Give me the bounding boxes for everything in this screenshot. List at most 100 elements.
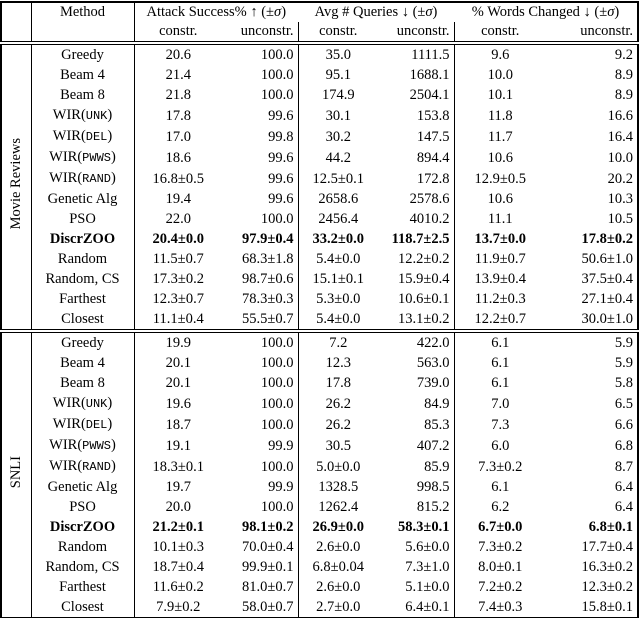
value-cell: 5.4±0.0	[316, 251, 361, 267]
group-header-words-changed: % Words Changed ↓ (±σ)	[454, 2, 638, 22]
value-cell: 97.9±0.4	[222, 229, 299, 249]
value-cell: 153.8	[378, 105, 455, 126]
table-row: Random, CS 18.7±0.4 99.9±0.1 6.8±0.04 7.3±1.…	[1, 557, 638, 577]
value-cell: 33.2±0.0	[312, 231, 364, 247]
value-cell: 100.0	[222, 65, 299, 85]
value-cell: 739.0	[378, 373, 455, 393]
value-cell: 422.0	[378, 331, 455, 353]
value-cell: 10.5	[607, 211, 633, 227]
method-cell: Beam 8	[31, 373, 135, 393]
value-cell: 17.8±0.2	[581, 231, 633, 247]
value-cell: 58.0±0.7	[222, 597, 299, 618]
method-header-label: Method	[59, 4, 106, 20]
table-row: Beam 8 21.8 100.0 174.9 2504.1 10.1 8.9	[1, 85, 638, 105]
method-mono-arg: RAND	[82, 460, 111, 474]
table-row: Movie Reviews Greedy 20.6 100.0 35.0 1111.5 9.…	[1, 43, 638, 333]
method-mono-arg: DEL	[85, 418, 108, 432]
value-cell: 6.8±0.1	[588, 519, 633, 535]
value-cell: 68.3±1.8	[222, 249, 299, 269]
value-cell: 11.6±0.2	[152, 579, 204, 595]
value-cell: 20.1	[165, 375, 191, 391]
value-cell: 20.1	[165, 355, 191, 371]
table-row: Farthest 12.3±0.7 78.3±0.3 5.3±0.0 10.6±0.1 1…	[1, 289, 638, 309]
method-mono-arg: PWWS	[82, 439, 111, 453]
value-cell: 85.3	[378, 414, 455, 435]
value-cell: 37.5±0.4	[581, 271, 633, 287]
value-cell: 6.8±0.04	[312, 559, 364, 575]
value-cell: 894.4	[378, 147, 455, 168]
method-cell: Greedy	[31, 331, 135, 353]
method-cell: PSO	[31, 497, 135, 517]
value-cell: 17.0	[165, 128, 191, 145]
value-cell: 100.0	[222, 497, 299, 517]
value-cell: 100.0	[222, 456, 299, 477]
subheader-words-unconstr: unconstr.	[546, 22, 638, 45]
value-cell: 7.2	[329, 335, 348, 351]
value-cell: 2658.6	[318, 191, 359, 207]
value-cell: 99.9	[222, 435, 299, 456]
value-cell: 6.7±0.0	[478, 519, 523, 535]
subheader-attack-constr: constr.	[134, 22, 222, 45]
method-cell: Closest	[31, 597, 135, 618]
value-cell: 2.6±0.0	[316, 579, 361, 595]
method-cell: Farthest	[31, 289, 135, 309]
section-snli: SNLI Greedy 19.9 100.0 7.2 422.0 6.1 5.9 Beam 4 2…	[1, 331, 638, 618]
value-cell: 2.7±0.0	[316, 599, 361, 615]
value-cell: 20.4±0.0	[152, 231, 204, 247]
table-row: WIR(DEL) 18.7 100.0 26.2 85.3 7.3 6.6	[1, 414, 638, 435]
value-cell: 16.8±0.5	[152, 170, 204, 187]
value-cell: 12.3±0.2	[581, 579, 633, 595]
value-cell: 55.5±0.7	[222, 309, 299, 333]
value-cell: 16.4	[607, 128, 633, 145]
group-header-words-changed-label: % Words Changed ↓ (±σ)	[471, 4, 620, 20]
value-cell: 9.6	[491, 47, 510, 63]
method-cell: Random	[31, 249, 135, 269]
value-cell: 118.7±2.5	[378, 229, 455, 249]
value-cell: 10.0	[487, 67, 513, 83]
value-cell: 100.0	[222, 414, 299, 435]
value-cell: 100.0	[222, 85, 299, 105]
value-cell: 1262.4	[318, 499, 359, 515]
value-cell: 7.3±1.0	[378, 557, 455, 577]
value-cell: 19.7	[165, 479, 191, 495]
value-cell: 100.0	[222, 331, 299, 353]
value-cell: 17.8	[165, 107, 191, 124]
value-cell: 8.9	[614, 87, 633, 103]
value-cell: 84.9	[378, 393, 455, 414]
value-cell: 10.1	[487, 87, 513, 103]
value-cell: 407.2	[378, 435, 455, 456]
value-cell: 30.0±1.0	[546, 309, 638, 333]
value-cell: 11.7	[487, 128, 513, 145]
header-row-subcols: constr. unconstr. constr. unconstr. cons…	[1, 22, 638, 45]
table-header: Method Attack Success% ↑ (±σ) Avg # Quer…	[1, 2, 638, 45]
value-cell: 6.4	[614, 479, 633, 495]
value-cell: 99.9	[222, 477, 299, 497]
method-cell: WIR(RAND)	[31, 456, 135, 477]
table-row: PSO 22.0 100.0 2456.4 4010.2 11.1 10.5	[1, 209, 638, 229]
value-cell: 15.8±0.1	[581, 599, 633, 615]
value-cell: 5.9	[614, 335, 633, 351]
value-cell: 15.9±0.4	[378, 269, 455, 289]
table-row: Genetic Alg 19.7 99.9 1328.5 998.5 6.1 6.4	[1, 477, 638, 497]
method-cell: Random, CS	[31, 557, 135, 577]
method-column-header: Method	[31, 2, 135, 45]
table-row: Closest 11.1±0.4 55.5±0.7 5.4±0.0 13.1±0.2 12…	[1, 309, 638, 333]
method-cell: Beam 4	[31, 65, 135, 85]
group-header-avg-queries: Avg # Queries ↓ (±σ)	[298, 2, 454, 22]
value-cell: 17.3±0.2	[152, 271, 204, 287]
method-cell: Genetic Alg	[31, 189, 135, 209]
value-cell: 9.2	[614, 47, 633, 63]
value-cell: 6.4±0.1	[378, 597, 455, 618]
value-cell: 174.9	[321, 87, 355, 103]
table-row: WIR(RAND) 18.3±0.1 100.0 5.0±0.0 85.9 7.3±0.2…	[1, 456, 638, 477]
value-cell: 12.2±0.7	[454, 309, 546, 333]
section-label-text: SNLI	[8, 455, 24, 489]
value-cell: 70.0±0.4	[222, 537, 299, 557]
value-cell: 563.0	[378, 353, 455, 373]
table-row: WIR(UNK) 19.6 100.0 26.2 84.9 7.0 6.5	[1, 393, 638, 414]
value-cell: 81.0±0.7	[222, 577, 299, 597]
method-cell: Genetic Alg	[31, 477, 135, 497]
table-row: SNLI Greedy 19.9 100.0 7.2 422.0 6.1 5.9	[1, 331, 638, 618]
value-cell: 18.3±0.1	[152, 458, 204, 475]
